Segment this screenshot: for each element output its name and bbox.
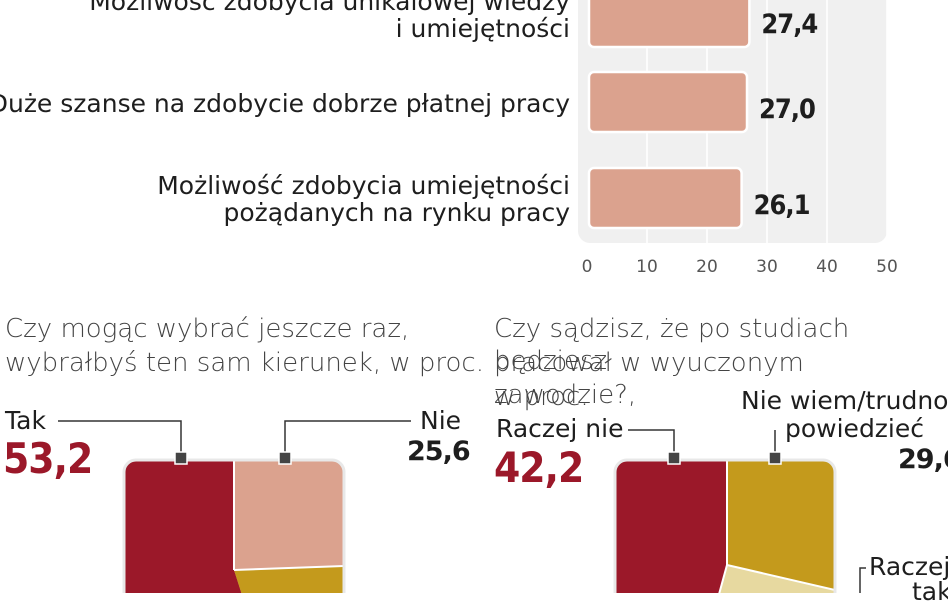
bar-1 (587, 0, 751, 49)
pie2-frame (613, 458, 837, 593)
pie2-raczej-nie-label: Raczej nie (496, 414, 624, 443)
pie1-divider-2 (233, 565, 344, 571)
pie1-slice-tak (124, 460, 250, 593)
x-tick-30: 30 (756, 257, 778, 277)
pie2-raczej-nie-value: 42,2 (494, 443, 584, 492)
pie1-nie-label: Nie (420, 406, 462, 435)
pie2-slice-raczej-nie (615, 460, 727, 593)
x-tick-10: 10 (636, 257, 658, 277)
pie1-question-line1: Czy mogąc wybrać jeszcze raz, (5, 314, 410, 344)
pie2-raczej-tak-label-line2: tak (912, 577, 948, 606)
pie2-leader-raczej-tak (859, 567, 866, 593)
bar-label-2: Duże szanse na zdobycie dobrze płatnej p… (0, 89, 570, 118)
pie2-raczej-tak-label-line1: Raczej (869, 552, 948, 581)
pie1-marker-tak (174, 451, 188, 465)
bar-chart: 0 10 20 30 40 50 27,4 27,0 26,1 (58, 0, 898, 593)
bar-2 (587, 70, 749, 134)
pie1-tak-label: Tak (5, 406, 46, 435)
x-tick-50: 50 (876, 257, 898, 277)
pie2-question-line3: w proc. (494, 382, 589, 412)
bar-label-1a: Możliwość zdobycia unikalowej wiedzy (89, 0, 570, 16)
pie2-marker-nie-wiem (768, 451, 782, 465)
pie2-leader-raczej-nie (628, 429, 675, 456)
bar-value-2: 27,0 (759, 94, 815, 125)
bar-value-1: 27,4 (761, 9, 817, 40)
x-tick-0: 0 (582, 257, 593, 277)
x-tick-40: 40 (816, 257, 838, 277)
pie2-divider-2 (726, 564, 835, 591)
pie1-frame (122, 458, 346, 593)
pie1-question-line2: wybrałbyś ten sam kierunek, w proc. (5, 348, 484, 378)
pie1-slice-other (234, 566, 344, 593)
bar-label-3b: pożądanych na rynku pracy (223, 198, 570, 227)
pie2-nie-wiem-label-line1: Nie wiem/trudno (741, 386, 948, 415)
pie2-question-line2: pracował w wyuczonym zawodzie?, (494, 348, 804, 410)
pie1-marker-nie (278, 451, 292, 465)
pie2-nie-wiem-label-line2: powiedzieć (785, 414, 925, 443)
pie1-leader-tak (58, 420, 182, 456)
pie1-leader-nie (284, 420, 411, 456)
pie2-question-line1: Czy sądzisz, że po studiach będziesz (494, 314, 850, 376)
bar-label-1b: i umiejętności (395, 14, 570, 43)
bar-3 (587, 166, 743, 230)
pie2-marker-raczej-nie (667, 451, 681, 465)
bar-value-3: 26,1 (754, 190, 810, 221)
bar-label-3a: Możliwość zdobycia umiejętności (157, 171, 570, 200)
x-tick-20: 20 (696, 257, 718, 277)
pie1-group (124, 460, 344, 593)
pie2-group (615, 460, 835, 593)
pie1-tak-value: 53,2 (3, 434, 93, 483)
pie2-nie-wiem-value: 29,6 (898, 444, 948, 475)
pie1-nie-value: 25,6 (407, 436, 471, 467)
